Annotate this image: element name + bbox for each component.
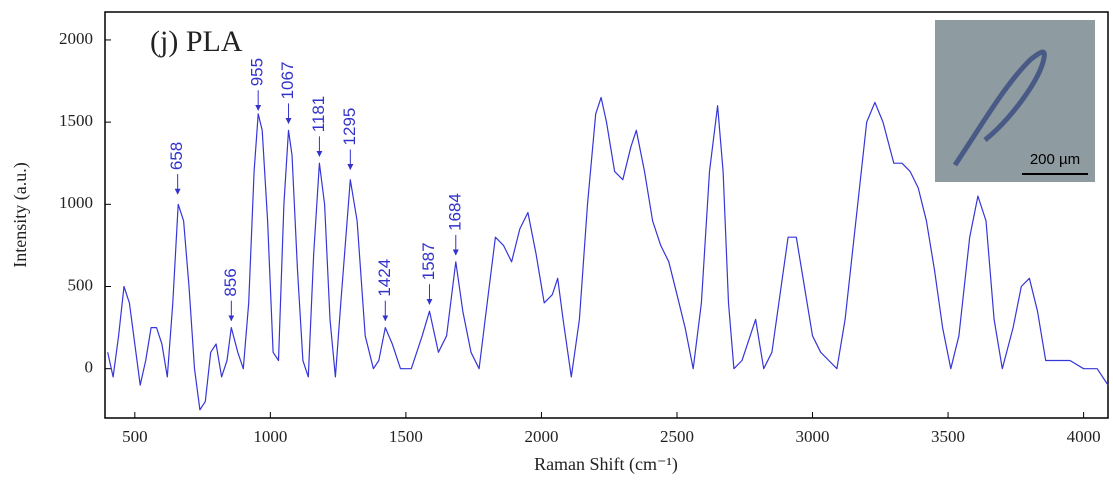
annotation-label: 1684: [445, 193, 464, 231]
x-tick-label: 2500: [660, 427, 694, 446]
annotation-label: 955: [248, 58, 267, 86]
y-tick-label: 2000: [59, 29, 93, 48]
annotation-label: 1424: [375, 259, 394, 297]
annotation-label: 658: [167, 142, 186, 170]
x-tick-label: 1000: [253, 427, 287, 446]
x-axis-label: Raman Shift (cm⁻¹): [534, 454, 678, 475]
y-axis-label: Intensity (a.u.): [10, 162, 31, 267]
plot-frame: [104, 11, 1109, 419]
x-tick-label: 4000: [1067, 427, 1101, 446]
inset-particle: [952, 49, 1047, 167]
annotation-label: 1067: [278, 62, 297, 100]
annotation-label: 1587: [419, 242, 438, 280]
annotation-label: 1295: [340, 108, 359, 146]
x-tick-label: 3000: [796, 427, 830, 446]
annotation-label: 856: [221, 268, 240, 296]
annotation-label: 1181: [309, 96, 328, 133]
y-tick-label: 500: [68, 275, 94, 294]
x-tick-label: 500: [122, 427, 148, 446]
y-tick-label: 1500: [59, 111, 93, 130]
y-tick-label: 0: [85, 358, 94, 377]
chart-title: (j) PLA: [150, 25, 243, 58]
y-tick-label: 1000: [59, 193, 93, 212]
x-tick-label: 1500: [389, 427, 423, 446]
spectrum-line: [107, 96, 1109, 411]
x-tick-label: 2000: [524, 427, 558, 446]
inset-label: 200 µm: [1030, 151, 1080, 168]
x-tick-label: 3500: [931, 427, 965, 446]
inset: 200 µm: [935, 20, 1095, 182]
